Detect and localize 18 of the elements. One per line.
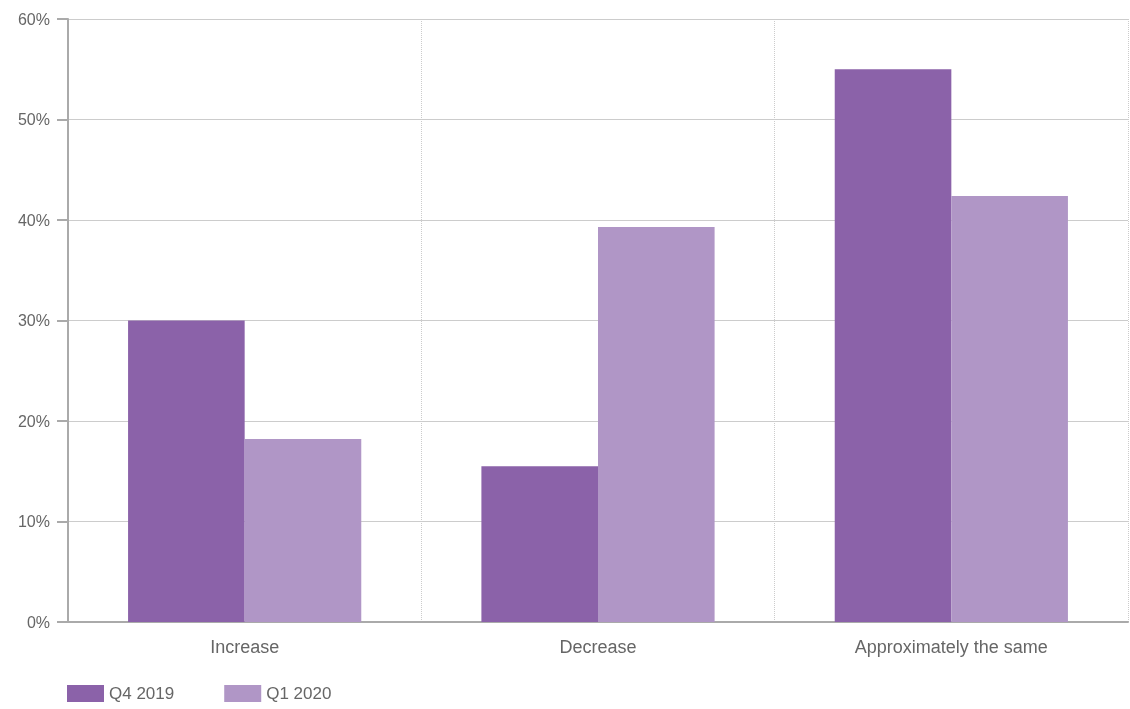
bar <box>244 439 362 622</box>
x-tick-label: Approximately the same <box>854 637 1048 657</box>
y-tick-label: 40% <box>17 211 50 229</box>
y-tick-label: 0% <box>26 613 50 631</box>
legend-label: Q1 2020 <box>266 684 332 703</box>
bar <box>834 69 952 622</box>
bar <box>598 227 715 622</box>
x-tick-label: Increase <box>210 637 280 657</box>
legend-label: Q4 2019 <box>109 684 175 703</box>
bar <box>481 466 598 622</box>
bar <box>951 195 1068 622</box>
y-tick-label: 50% <box>17 111 50 128</box>
y-tick-label: 10% <box>17 513 50 530</box>
y-tick-label: 60% <box>17 10 50 28</box>
x-tick-label: Decrease <box>559 637 637 657</box>
bar <box>128 320 245 622</box>
y-tick-label: 30% <box>17 312 50 329</box>
y-tick-label: 20% <box>17 412 50 430</box>
